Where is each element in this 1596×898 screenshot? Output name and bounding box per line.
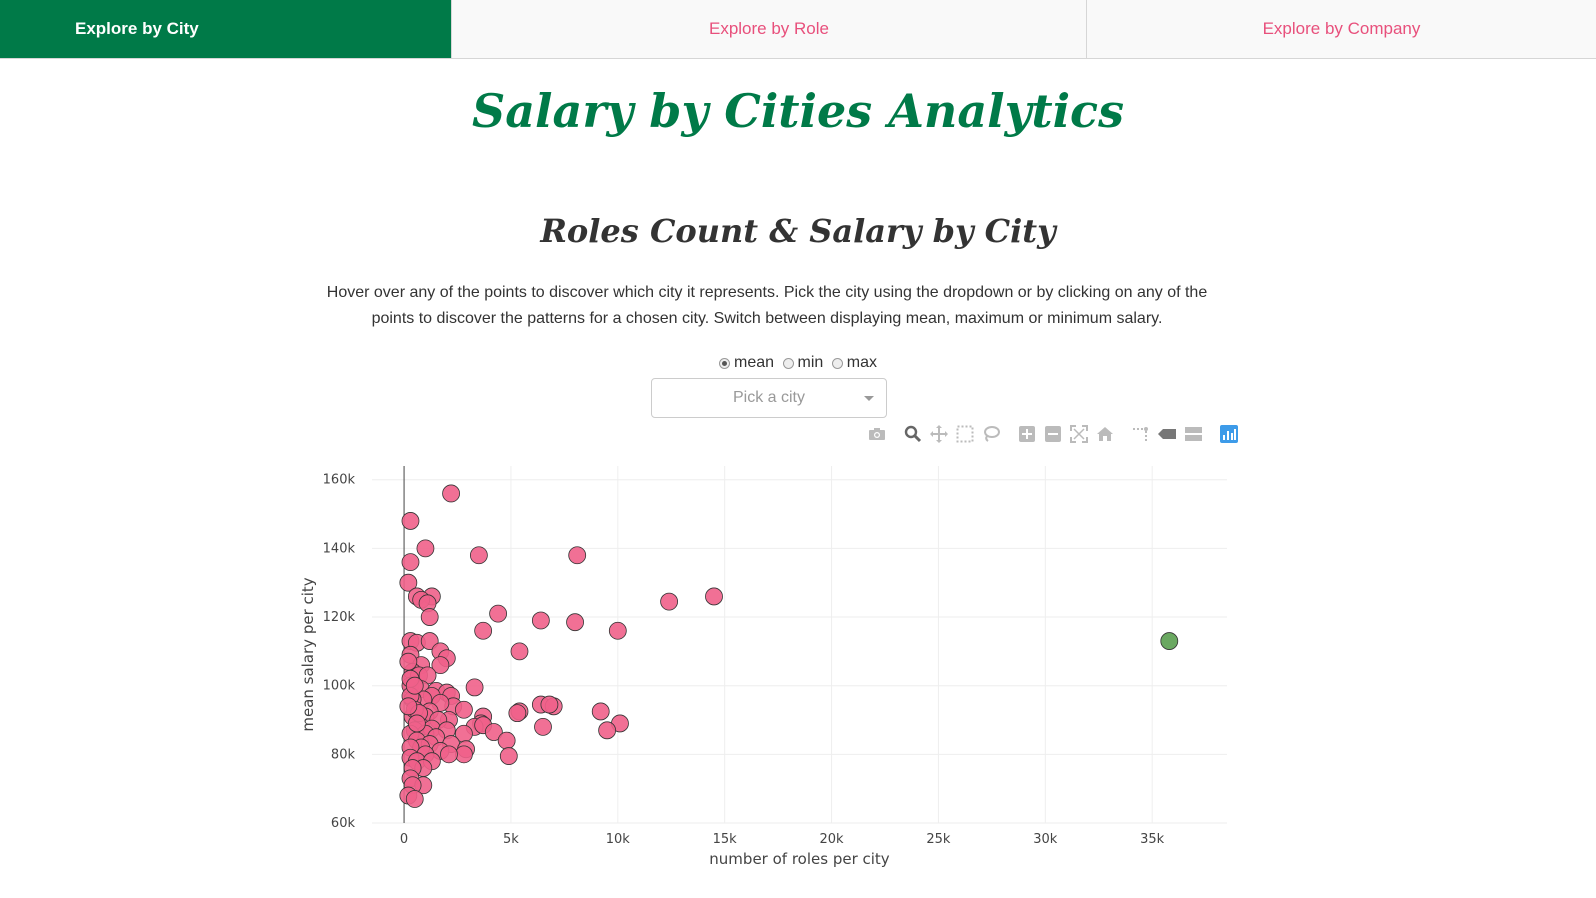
city-point[interactable] bbox=[510, 642, 529, 661]
plot-modebar bbox=[866, 423, 1244, 445]
city-point[interactable] bbox=[455, 745, 473, 764]
tab-explore-by-company[interactable]: Explore by Company bbox=[1087, 0, 1596, 58]
city-point[interactable] bbox=[401, 512, 420, 530]
city-point[interactable] bbox=[705, 587, 723, 606]
x-tick-label: 5k bbox=[503, 832, 519, 847]
zoom-out-icon[interactable] bbox=[1042, 423, 1064, 445]
radio-mean[interactable]: mean bbox=[719, 354, 774, 372]
city-point[interactable] bbox=[497, 731, 516, 750]
y-tick-label: 80k bbox=[331, 747, 356, 762]
x-tick-label: 25k bbox=[926, 832, 951, 847]
x-tick-label: 30k bbox=[1033, 832, 1058, 847]
city-dropdown-placeholder: Pick a city bbox=[732, 389, 805, 406]
y-tick-label: 100k bbox=[323, 679, 356, 694]
salary-stat-radio-group: mean min max bbox=[0, 354, 1596, 374]
city-point[interactable] bbox=[568, 546, 587, 565]
tab-explore-by-role[interactable]: Explore by Role bbox=[452, 0, 1087, 58]
city-point[interactable] bbox=[401, 553, 420, 572]
camera-icon[interactable] bbox=[866, 423, 888, 445]
reset-axes-icon[interactable] bbox=[1094, 423, 1116, 445]
y-axis-title: mean salary per city bbox=[299, 577, 317, 731]
city-point[interactable] bbox=[399, 573, 418, 592]
city-dropdown[interactable]: Pick a city bbox=[651, 378, 887, 418]
section-title: Roles Count & Salary by City bbox=[540, 212, 1056, 250]
radio-min-label: min bbox=[797, 354, 824, 371]
radio-min[interactable]: min bbox=[782, 354, 824, 372]
city-point[interactable] bbox=[534, 717, 552, 736]
city-point[interactable] bbox=[405, 790, 424, 808]
zoom-in-icon[interactable] bbox=[1016, 423, 1038, 445]
x-tick-label: 20k bbox=[820, 832, 845, 847]
city-point[interactable] bbox=[407, 714, 426, 733]
chevron-down-icon[interactable] bbox=[864, 396, 874, 401]
radio-max[interactable]: max bbox=[831, 354, 877, 372]
y-tick-label: 140k bbox=[323, 541, 356, 556]
lasso-select-icon[interactable] bbox=[980, 423, 1002, 445]
hover-closest-icon[interactable] bbox=[1156, 423, 1178, 445]
radio-mean-indicator[interactable] bbox=[719, 357, 731, 369]
y-tick-label: 160k bbox=[323, 473, 356, 488]
city-point[interactable] bbox=[442, 484, 460, 503]
city-point[interactable] bbox=[469, 546, 488, 565]
x-axis-title: number of roles per city bbox=[709, 850, 890, 868]
city-point-highlighted[interactable] bbox=[1160, 632, 1179, 650]
description-text: Hover over any of the points to discover… bbox=[326, 284, 1208, 327]
city-point[interactable] bbox=[540, 695, 559, 714]
city-point[interactable] bbox=[440, 745, 458, 764]
city-point[interactable] bbox=[474, 621, 493, 640]
city-point[interactable] bbox=[531, 611, 550, 630]
city-point[interactable] bbox=[608, 621, 627, 640]
x-tick-label: 15k bbox=[713, 832, 738, 847]
radio-min-indicator[interactable] bbox=[782, 357, 794, 369]
city-point[interactable] bbox=[399, 697, 418, 716]
tab-bar: Explore by City Explore by Role Explore … bbox=[0, 0, 1596, 59]
city-point[interactable] bbox=[405, 676, 424, 695]
spike-lines-icon[interactable] bbox=[1130, 423, 1152, 445]
city-point[interactable] bbox=[499, 747, 518, 765]
city-point[interactable] bbox=[420, 608, 439, 626]
city-point[interactable] bbox=[591, 702, 610, 721]
x-tick-label: 35k bbox=[1140, 832, 1165, 847]
radio-max-label: max bbox=[846, 354, 877, 371]
x-tick-label: 0 bbox=[400, 832, 408, 847]
city-point[interactable] bbox=[399, 652, 418, 671]
x-tick-label: 10k bbox=[606, 832, 631, 847]
city-point[interactable] bbox=[431, 656, 450, 674]
city-point[interactable] bbox=[489, 604, 508, 623]
hover-compare-icon[interactable] bbox=[1182, 423, 1204, 445]
page-title: Salary by Cities Analytics bbox=[472, 84, 1124, 138]
zoom-icon[interactable] bbox=[902, 423, 924, 445]
city-point[interactable] bbox=[566, 613, 584, 632]
city-point[interactable] bbox=[660, 592, 679, 611]
scatter-chart[interactable]: 0 5k 10k 15k 20k 25k 30k 35k 60k 80k 100k 120k 140k 1… bbox=[290, 460, 1250, 890]
y-tick-label: 60k bbox=[331, 816, 356, 831]
autoscale-icon[interactable] bbox=[1068, 423, 1090, 445]
pan-icon[interactable] bbox=[928, 423, 950, 445]
city-point[interactable] bbox=[465, 678, 484, 697]
radio-mean-label: mean bbox=[734, 354, 775, 371]
city-point[interactable] bbox=[455, 700, 473, 719]
city-point[interactable] bbox=[484, 723, 503, 741]
y-tick-label: 120k bbox=[323, 610, 356, 625]
city-point[interactable] bbox=[416, 539, 435, 558]
plotly-logo-icon[interactable] bbox=[1218, 423, 1240, 445]
tab-explore-by-city[interactable]: Explore by City bbox=[0, 0, 452, 58]
radio-max-indicator[interactable] bbox=[831, 357, 843, 369]
city-point[interactable] bbox=[508, 704, 527, 723]
box-select-icon[interactable] bbox=[954, 423, 976, 445]
city-point[interactable] bbox=[598, 721, 617, 740]
